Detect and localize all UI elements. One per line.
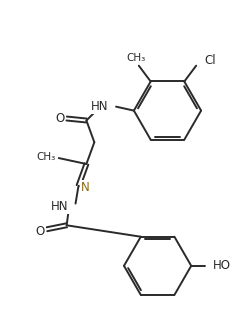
Text: N: N: [80, 181, 89, 194]
Text: HO: HO: [213, 259, 231, 272]
Text: O: O: [55, 112, 64, 125]
Text: Cl: Cl: [204, 54, 216, 67]
Text: CH₃: CH₃: [126, 53, 145, 63]
Text: CH₃: CH₃: [36, 152, 56, 162]
Text: O: O: [35, 225, 45, 238]
Text: HN: HN: [51, 200, 69, 213]
Text: HN: HN: [91, 100, 108, 113]
